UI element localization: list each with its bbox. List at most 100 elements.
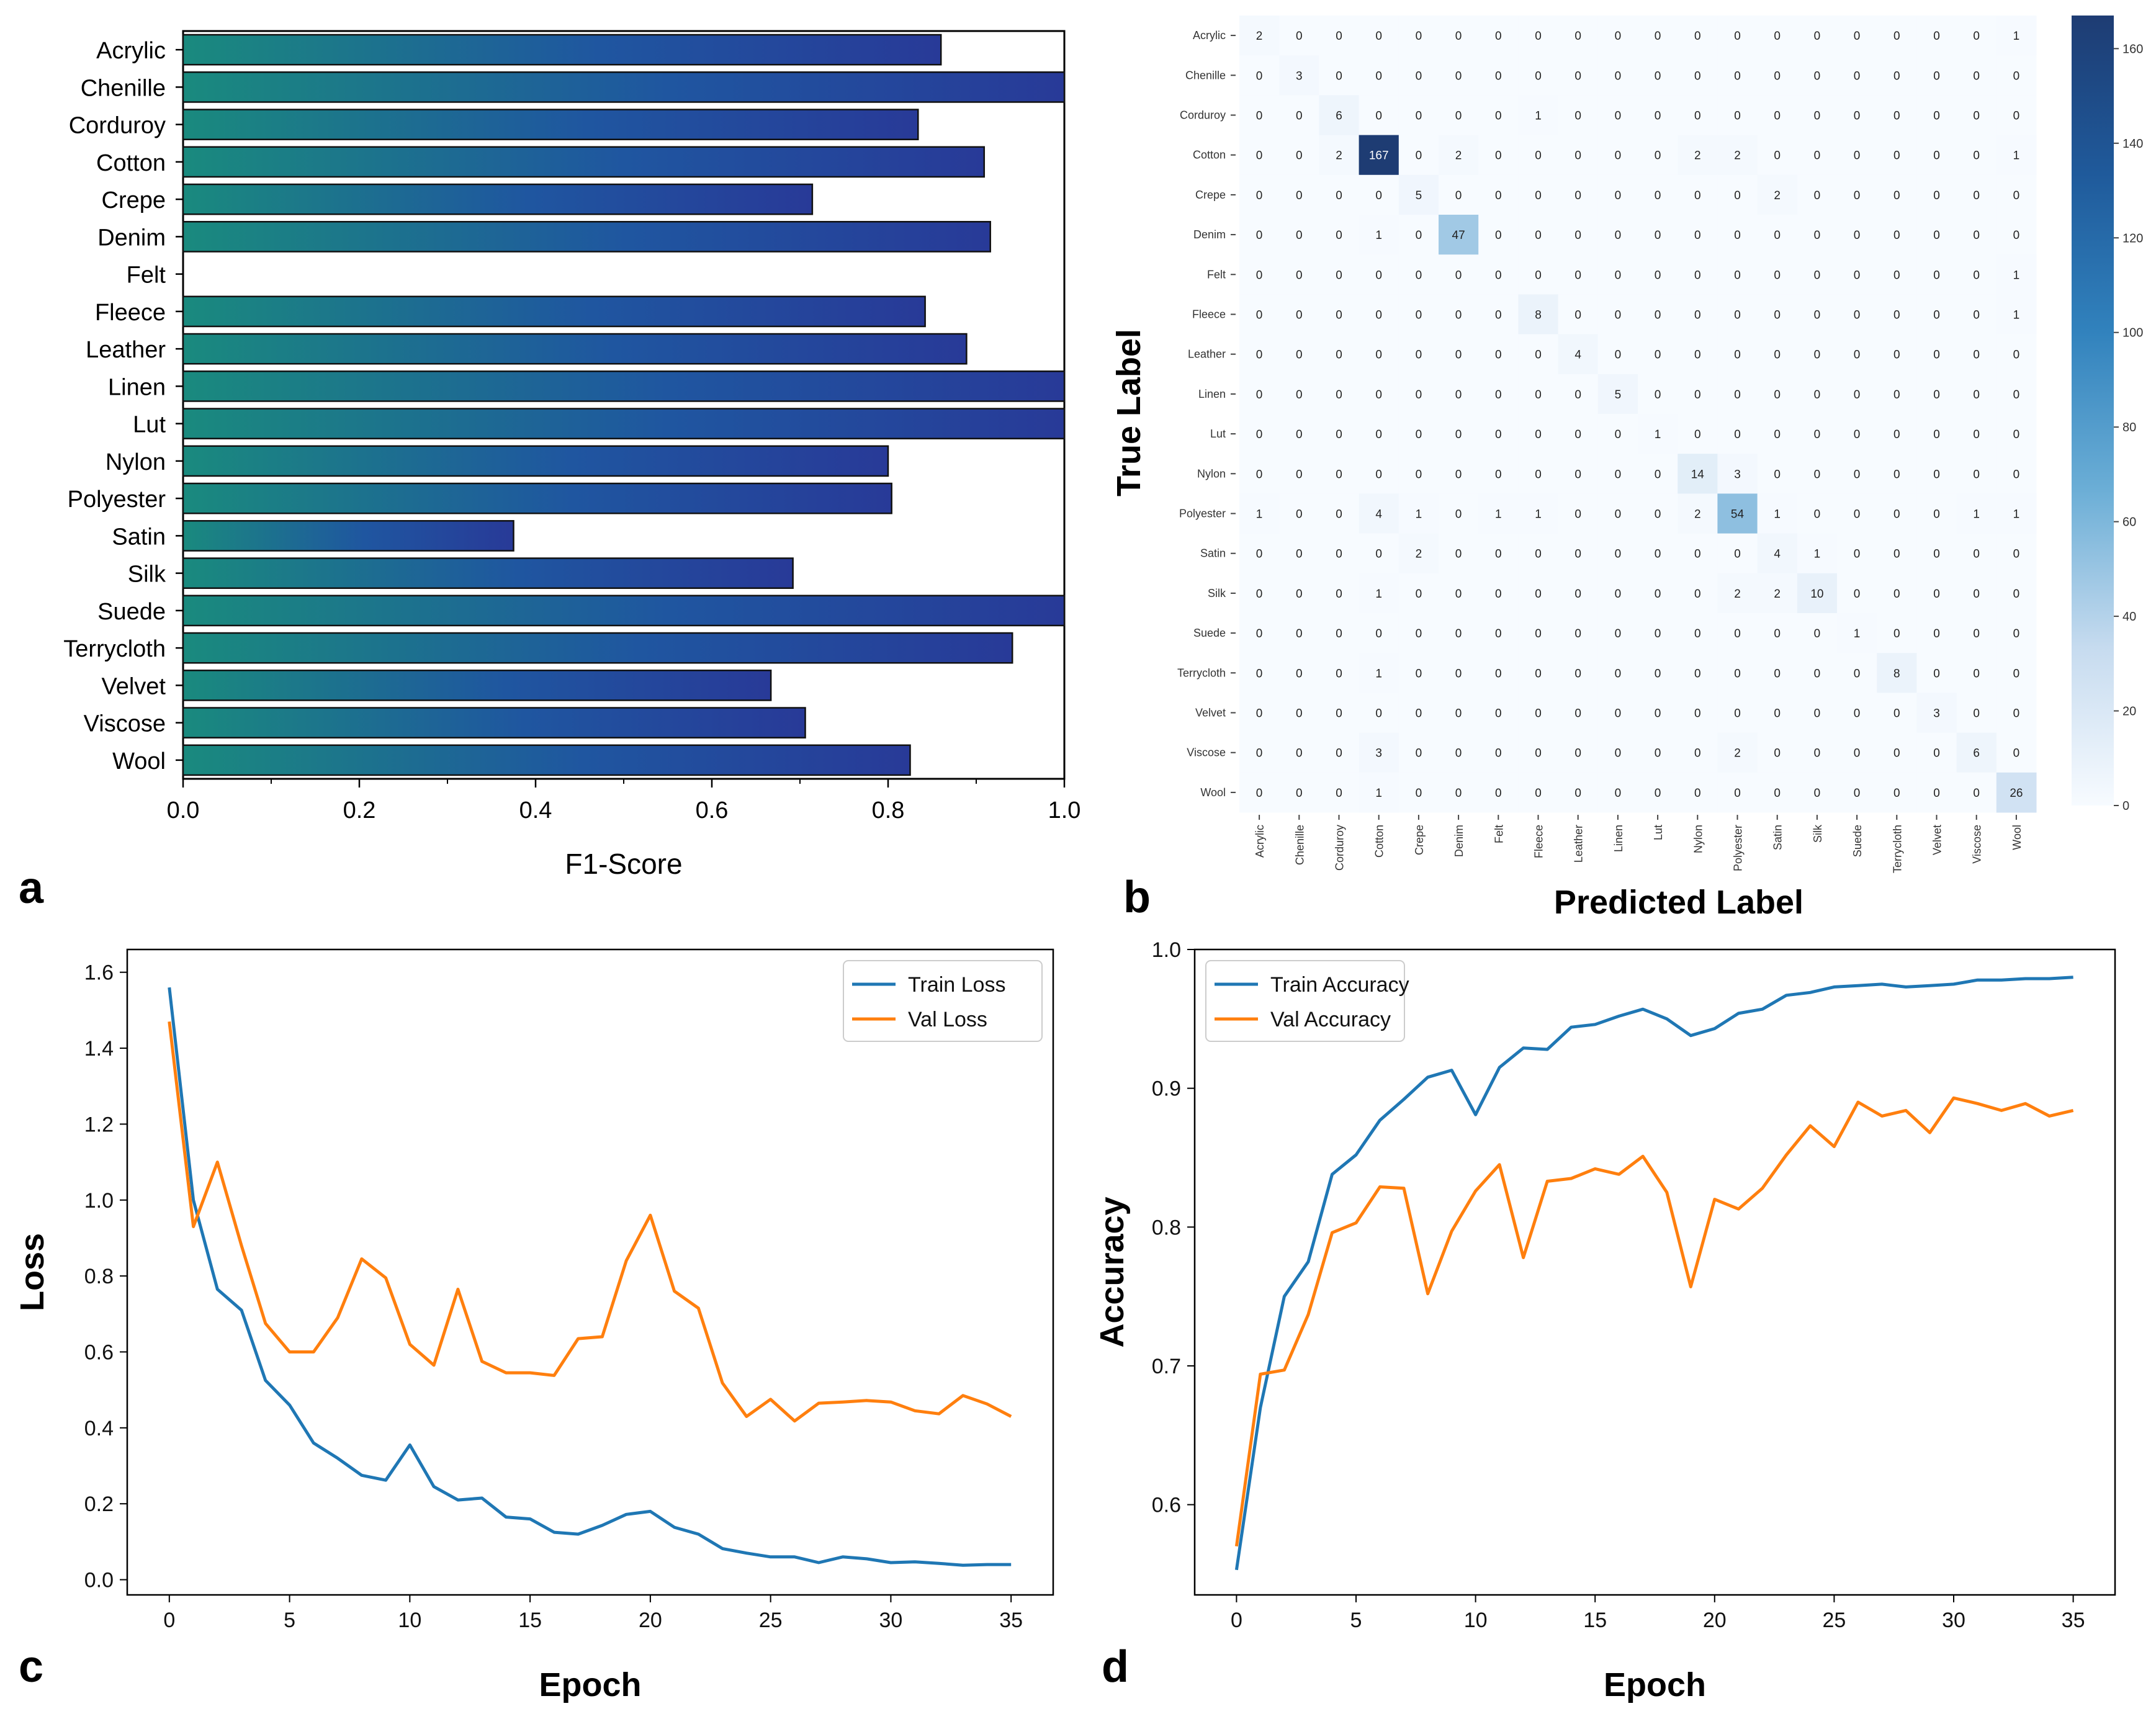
cell-value: 47 (1452, 229, 1465, 242)
cell-value: 0 (1734, 428, 1741, 441)
heatmap-cell (1398, 294, 1439, 335)
heatmap-cell (1757, 254, 1798, 295)
bar-chenille (182, 71, 1066, 103)
heatmap-cell (1996, 16, 2037, 56)
cell-value: 0 (1933, 468, 1940, 481)
cell-value: 0 (1694, 110, 1701, 123)
col-label: Denim (1453, 825, 1465, 857)
cell-value: 0 (1495, 388, 1502, 402)
heatmap-cell (1837, 55, 1877, 96)
heatmap-cell (1319, 55, 1360, 96)
cell-value: 0 (1535, 150, 1542, 163)
heatmap-cell (1558, 414, 1599, 454)
heatmap-cell (1757, 215, 1798, 255)
cell-value: 0 (1655, 667, 1661, 680)
cell-value: 0 (1296, 309, 1303, 322)
heatmap-cell (1359, 693, 1399, 734)
heatmap-cell (1518, 772, 1559, 813)
cell-value: 0 (1734, 70, 1741, 83)
heatmap-cell (1996, 334, 2037, 375)
heatmap-cell (1478, 732, 1519, 773)
y-tick-label: 0.7 (1152, 1355, 1181, 1378)
heatmap-cell (1478, 334, 1519, 375)
cell-value: 0 (1416, 428, 1422, 441)
cell-value: 0 (1973, 428, 1980, 441)
heatmap-cell (1398, 493, 1439, 534)
heatmap-cell (1558, 653, 1599, 693)
heatmap-cell (1319, 573, 1360, 614)
heatmap-cell (1478, 135, 1519, 176)
cell-value: 0 (1854, 189, 1861, 202)
cell-value: 0 (1893, 548, 1900, 561)
cell-value: 0 (1495, 787, 1502, 800)
cell-value: 0 (1814, 189, 1821, 202)
heatmap-cell (1279, 653, 1319, 693)
y-tick-label: 1.0 (84, 1189, 114, 1213)
cell-value: 0 (1615, 30, 1622, 43)
cell-value: 14 (1691, 468, 1705, 481)
cell-value: 0 (1495, 70, 1502, 83)
heatmap-cell (1638, 493, 1678, 534)
cell-value: 0 (1495, 468, 1502, 481)
cell-value: 0 (1854, 110, 1861, 123)
heatmap-cell (1239, 95, 1280, 136)
cell-value: 0 (2013, 229, 2020, 242)
cell-value: 0 (1336, 548, 1342, 561)
cell-value: 0 (1535, 30, 1542, 43)
cell-value: 0 (1455, 627, 1462, 640)
cell-value: 0 (1336, 468, 1342, 481)
heatmap-cell (1717, 613, 1758, 653)
cell-value: 0 (1375, 189, 1382, 202)
bar-nylon (182, 445, 889, 477)
x-tick-label: 1.0 (1048, 797, 1081, 824)
heatmap-cell (1319, 533, 1360, 574)
heatmap-cell (1478, 414, 1519, 454)
heatmap-cell (1398, 215, 1439, 255)
cell-value: 0 (1455, 70, 1462, 83)
heatmap-cell (1279, 135, 1319, 176)
cell-value: 0 (1574, 787, 1581, 800)
x-tick-label: 10 (1464, 1609, 1488, 1632)
y-tick-label: 1.2 (84, 1113, 114, 1136)
heatmap-cell (1439, 55, 1479, 96)
cell-value: 2 (1734, 150, 1741, 163)
cell-value: 0 (1893, 30, 1900, 43)
cell-value: 0 (1455, 468, 1462, 481)
cell-value: 0 (1375, 548, 1382, 561)
cell-value: 0 (1336, 30, 1342, 43)
heatmap-cell (1239, 533, 1280, 574)
cell-value: 0 (1933, 667, 1940, 680)
heatmap-cell (1359, 613, 1399, 653)
heatmap-cell (1558, 732, 1599, 773)
heatmap-cell (1678, 254, 1718, 295)
heatmap-cell (1279, 174, 1319, 215)
heatmap-cell (1638, 294, 1678, 335)
heatmap-cell (1279, 613, 1319, 653)
cell-value: 0 (1375, 428, 1382, 441)
heatmap-cell (1916, 772, 1957, 813)
cell-value: 0 (1256, 627, 1263, 640)
x-tick-label: 5 (284, 1609, 295, 1632)
cell-value: 0 (1814, 787, 1821, 800)
heatmap-cell (1996, 174, 2037, 215)
cell-value: 0 (1774, 110, 1781, 123)
cell-value: 0 (2013, 588, 2020, 601)
x-tick-label: 0.4 (519, 797, 552, 824)
heatmap-cell (1877, 533, 1917, 574)
heatmap-cell (1558, 493, 1599, 534)
cell-value: 2 (1734, 747, 1741, 760)
heatmap-cell (1837, 732, 1877, 773)
cell-value: 0 (1854, 349, 1861, 362)
cell-value: 2 (1774, 189, 1781, 202)
heatmap-cell (1678, 135, 1718, 176)
heatmap-cell (1717, 693, 1758, 734)
cell-value: 2 (1694, 508, 1701, 521)
cell-value: 0 (1296, 349, 1303, 362)
heatmap-cell (1359, 573, 1399, 614)
cell-value: 0 (1893, 388, 1900, 402)
cell-value: 0 (1655, 309, 1661, 322)
heatmap-cell (1597, 493, 1638, 534)
cell-value: 0 (1814, 110, 1821, 123)
heatmap-cell (1279, 533, 1319, 574)
heatmap-cell (1518, 16, 1559, 56)
